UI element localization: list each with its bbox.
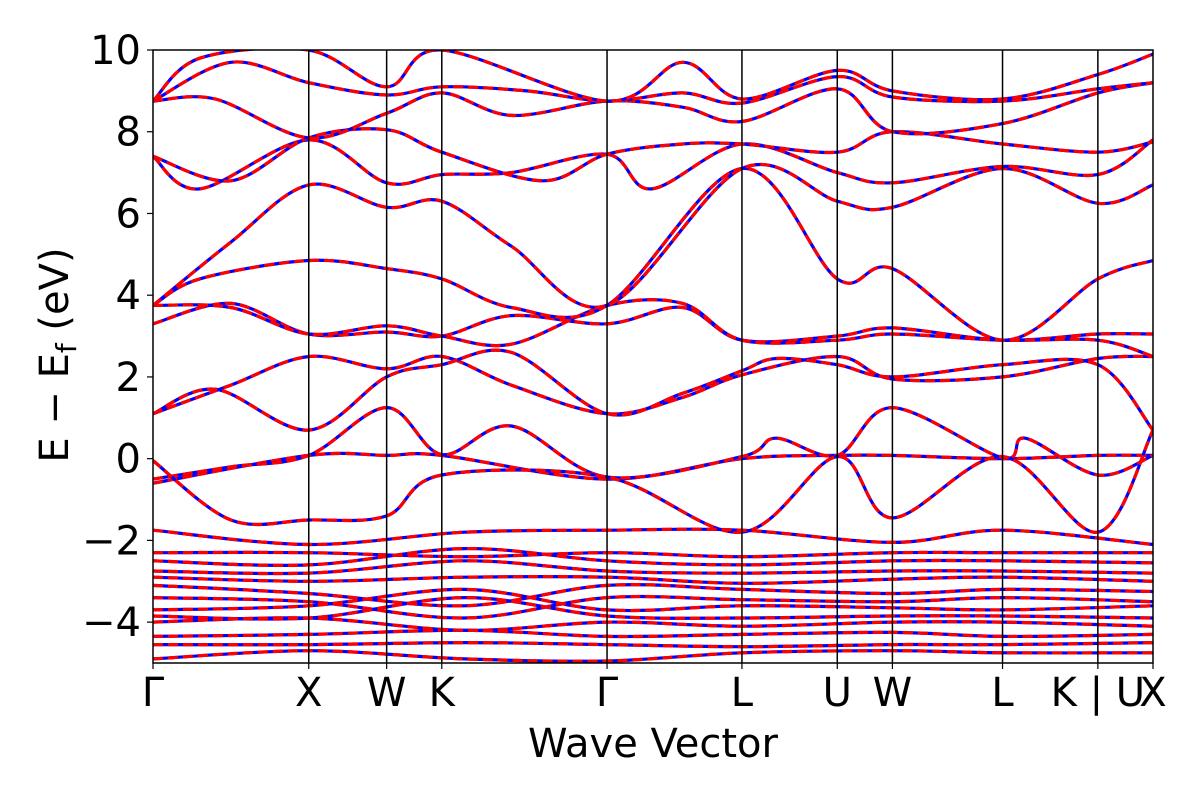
x-tick-label: Γ	[596, 670, 619, 716]
y-tick-label: 6	[116, 191, 141, 237]
band-line-dashed	[153, 550, 1153, 559]
x-tick-label: L	[731, 670, 754, 716]
band-line-dashed	[153, 587, 1153, 613]
high-symmetry-lines	[308, 50, 1099, 663]
band-line-dashed	[153, 594, 1153, 620]
x-tick-label: W	[873, 670, 913, 716]
x-tick-label: U	[823, 670, 852, 716]
band-lines	[153, 50, 1153, 663]
band-line-dashed	[153, 574, 1153, 585]
y-axis-label: E − Ef (eV)	[32, 247, 83, 462]
y-tick-label: 8	[116, 110, 141, 156]
x-tick-label: X	[1139, 670, 1166, 716]
band-line-dashed	[153, 583, 1153, 608]
y-tick-label: −4	[82, 600, 141, 646]
x-axis-label: Wave Vector	[528, 721, 779, 767]
y-tick-label: 10	[90, 28, 141, 74]
band-line-dashed	[153, 616, 1153, 632]
band-line-dashed	[153, 649, 1153, 663]
band-line-dashed	[153, 559, 1153, 576]
x-tick-label: X	[295, 670, 322, 716]
band-line-dashed	[153, 298, 1153, 359]
band-line-dashed	[153, 640, 1153, 649]
band-line-dashed	[153, 405, 1153, 481]
y-tick-label: 0	[116, 437, 141, 483]
x-tick-label: K	[429, 670, 457, 716]
band-line-dashed	[153, 81, 1153, 140]
band-line-dashed	[153, 546, 1153, 567]
band-line-dashed	[153, 628, 1153, 639]
band-line-dashed	[153, 348, 1153, 432]
y-tick-label: 4	[116, 273, 141, 319]
y-tick-label: 2	[116, 355, 141, 401]
x-tick-label: W	[367, 670, 407, 716]
band-line-dashed	[153, 166, 1153, 342]
x-tick-label: Γ	[142, 670, 165, 716]
plot-frame	[152, 49, 1154, 664]
y-axis-ticks: −4 −2 0 2 4 6 8 10	[82, 28, 153, 646]
x-tick-label: K | U	[1051, 670, 1145, 716]
x-tick-label: L	[991, 670, 1014, 716]
band-line-dashed	[153, 527, 1153, 547]
y-tick-label: −2	[82, 518, 141, 564]
